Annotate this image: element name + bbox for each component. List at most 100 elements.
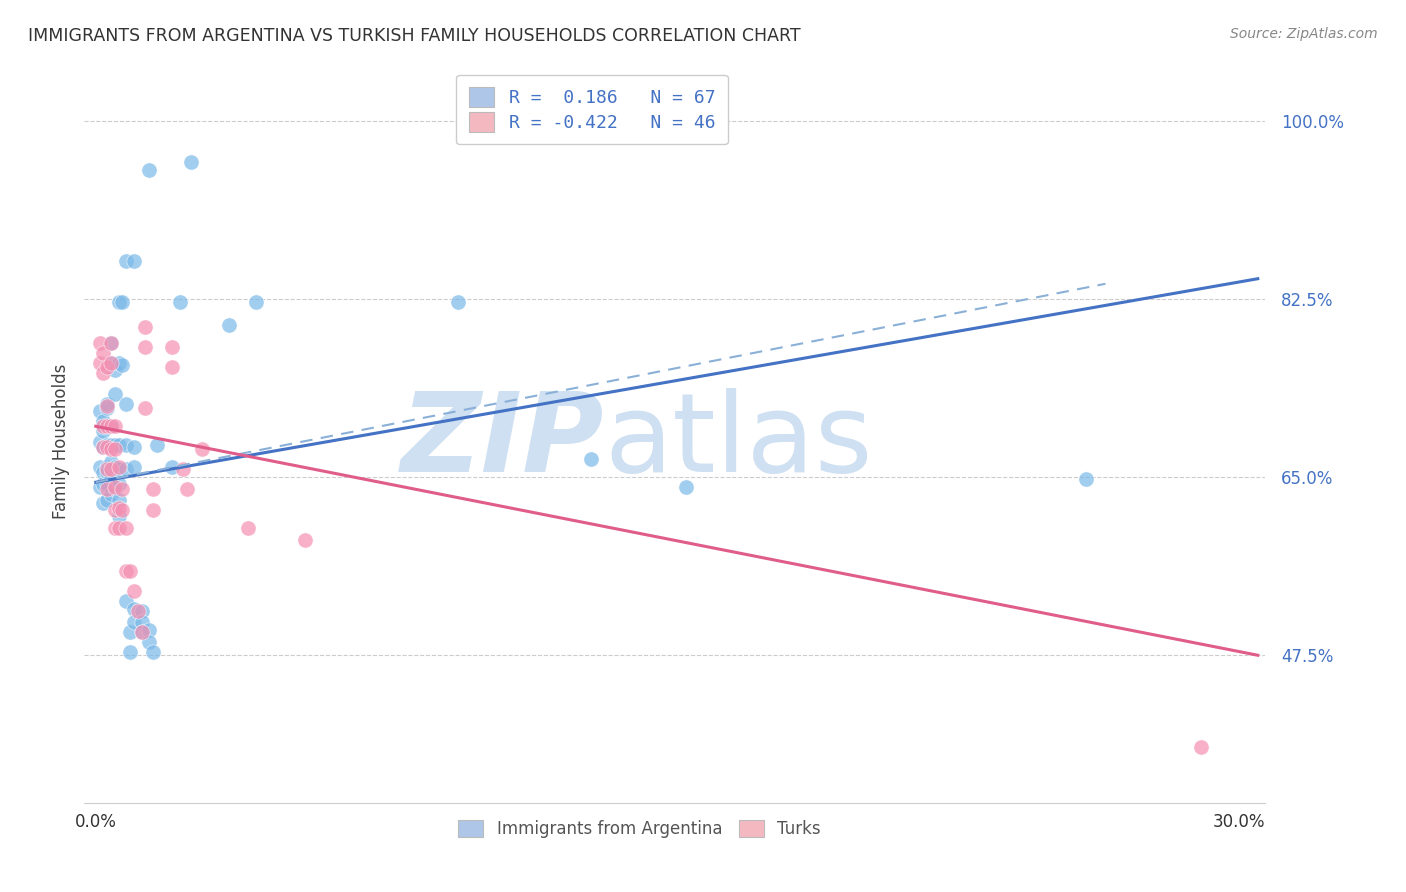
Point bbox=[104, 386, 127, 401]
Point bbox=[96, 437, 118, 451]
Point bbox=[115, 437, 138, 451]
Text: Source: ZipAtlas.com: Source: ZipAtlas.com bbox=[1230, 27, 1378, 41]
Point bbox=[96, 460, 118, 475]
Point bbox=[294, 533, 316, 548]
Point bbox=[122, 615, 145, 629]
Point bbox=[107, 492, 129, 507]
Point bbox=[115, 462, 138, 476]
Point bbox=[107, 521, 129, 535]
Point bbox=[107, 460, 129, 475]
Point bbox=[104, 419, 127, 434]
Point bbox=[100, 462, 122, 476]
Point bbox=[93, 440, 115, 454]
Point bbox=[160, 340, 183, 354]
Point bbox=[127, 605, 149, 619]
Point bbox=[89, 460, 111, 475]
Point bbox=[142, 645, 165, 659]
Point bbox=[93, 414, 115, 428]
Point bbox=[169, 295, 191, 310]
Point bbox=[104, 521, 127, 535]
Point bbox=[104, 480, 127, 494]
Point bbox=[100, 419, 122, 434]
Point bbox=[96, 462, 118, 476]
Point bbox=[122, 440, 145, 454]
Point bbox=[104, 363, 127, 377]
Point bbox=[100, 487, 122, 501]
Point bbox=[218, 318, 240, 332]
Point bbox=[675, 480, 697, 494]
Point bbox=[96, 440, 118, 454]
Point bbox=[93, 367, 115, 381]
Point bbox=[172, 462, 194, 476]
Point bbox=[96, 483, 118, 497]
Point bbox=[1076, 472, 1098, 486]
Point bbox=[96, 419, 118, 434]
Text: atlas: atlas bbox=[605, 388, 873, 495]
Point bbox=[238, 521, 260, 535]
Point bbox=[89, 356, 111, 370]
Point bbox=[138, 635, 160, 649]
Point bbox=[115, 564, 138, 578]
Point bbox=[111, 483, 134, 497]
Point bbox=[107, 356, 129, 370]
Point bbox=[122, 254, 145, 268]
Point bbox=[93, 346, 115, 360]
Point bbox=[122, 460, 145, 475]
Point bbox=[89, 404, 111, 418]
Text: IMMIGRANTS FROM ARGENTINA VS TURKISH FAMILY HOUSEHOLDS CORRELATION CHART: IMMIGRANTS FROM ARGENTINA VS TURKISH FAM… bbox=[28, 27, 801, 45]
Point bbox=[104, 502, 127, 516]
Point bbox=[115, 397, 138, 411]
Point bbox=[93, 495, 115, 509]
Point bbox=[142, 483, 165, 497]
Point bbox=[100, 470, 122, 484]
Point bbox=[120, 564, 142, 578]
Point bbox=[100, 335, 122, 350]
Point bbox=[145, 437, 167, 451]
Point bbox=[115, 254, 138, 268]
Point bbox=[191, 442, 214, 456]
Point bbox=[96, 477, 118, 491]
Point bbox=[245, 295, 267, 310]
Legend: Immigrants from Argentina, Turks: Immigrants from Argentina, Turks bbox=[451, 814, 827, 845]
Point bbox=[122, 584, 145, 599]
Point bbox=[111, 295, 134, 310]
Point bbox=[122, 602, 145, 616]
Point bbox=[100, 335, 122, 350]
Point bbox=[104, 483, 127, 497]
Point bbox=[89, 480, 111, 494]
Point bbox=[100, 442, 122, 456]
Point bbox=[107, 437, 129, 451]
Point bbox=[96, 465, 118, 479]
Point bbox=[96, 399, 118, 413]
Point bbox=[134, 401, 156, 415]
Point bbox=[120, 645, 142, 659]
Point bbox=[100, 356, 122, 370]
Point bbox=[96, 492, 118, 507]
Point bbox=[107, 462, 129, 476]
Point bbox=[93, 440, 115, 454]
Point bbox=[160, 460, 183, 475]
Point bbox=[138, 623, 160, 637]
Point bbox=[176, 483, 198, 497]
Point bbox=[100, 455, 122, 469]
Point bbox=[579, 451, 602, 466]
Point bbox=[131, 624, 153, 639]
Y-axis label: Family Households: Family Households bbox=[52, 364, 70, 519]
Point bbox=[107, 477, 129, 491]
Point bbox=[111, 358, 134, 372]
Point bbox=[107, 295, 129, 310]
Point bbox=[89, 434, 111, 449]
Point bbox=[115, 521, 138, 535]
Point bbox=[100, 419, 122, 434]
Point bbox=[89, 335, 111, 350]
Point bbox=[100, 356, 122, 370]
Point bbox=[96, 397, 118, 411]
Point bbox=[142, 502, 165, 516]
Point bbox=[93, 477, 115, 491]
Point bbox=[120, 624, 142, 639]
Point bbox=[107, 508, 129, 523]
Point bbox=[104, 460, 127, 475]
Point bbox=[115, 594, 138, 608]
Point bbox=[131, 624, 153, 639]
Text: ZIP: ZIP bbox=[401, 388, 605, 495]
